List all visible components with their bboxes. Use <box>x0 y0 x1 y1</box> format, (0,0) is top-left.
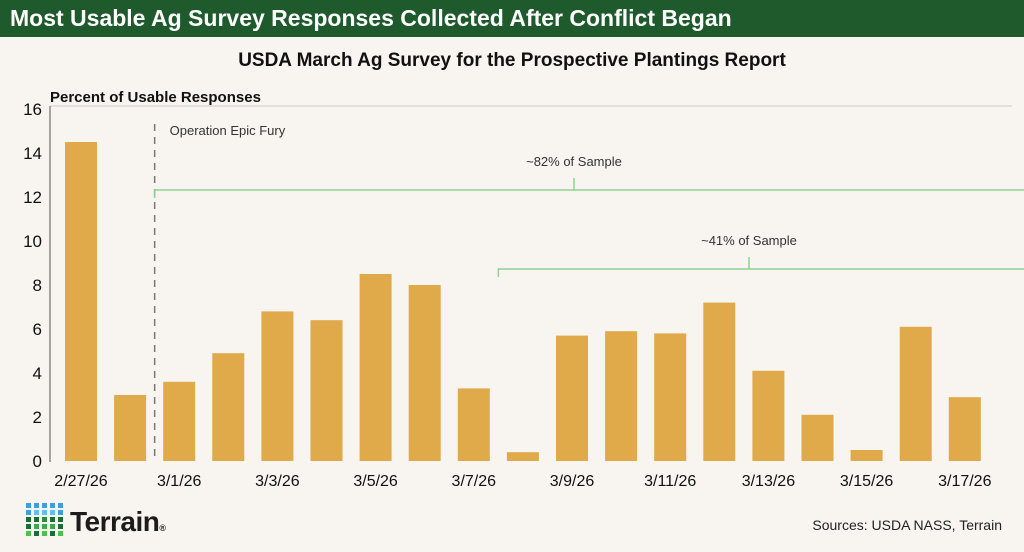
y-tick-label: 14 <box>23 144 42 163</box>
x-tick-label: 3/7/26 <box>452 473 497 490</box>
y-tick-label: 12 <box>23 188 42 207</box>
x-tick-label: 3/1/26 <box>157 473 202 490</box>
bar-3/16/26 <box>899 326 932 461</box>
y-tick-label: 16 <box>23 100 42 119</box>
bar-3/3/26 <box>261 311 294 461</box>
bar-3/1/26 <box>163 381 196 461</box>
sample-bracket-label: ~41% of Sample <box>701 233 797 248</box>
x-tick-label: 3/5/26 <box>353 473 398 490</box>
banner-title: Most Usable Ag Survey Responses Collecte… <box>0 0 1024 37</box>
chart-title: USDA March Ag Survey for the Prospective… <box>238 50 786 71</box>
sample-bracket-label: ~82% of Sample <box>526 154 622 169</box>
bar-3/13/26 <box>752 370 785 461</box>
terrain-logo: Terrain® <box>70 506 166 537</box>
bar-3/17/26 <box>948 397 981 461</box>
x-tick-label: 3/11/26 <box>644 473 696 490</box>
x-tick-label: 3/17/26 <box>938 473 991 490</box>
x-tick-label: 2/27/26 <box>54 473 107 490</box>
x-tick-label: 3/15/26 <box>840 473 893 490</box>
bar-3/10/26 <box>605 331 638 461</box>
y-tick-label: 0 <box>33 452 42 471</box>
y-tick-label: 6 <box>33 320 42 339</box>
y-tick-label: 10 <box>23 232 42 251</box>
bar-3/15/26 <box>850 450 883 461</box>
bar-3/12/26 <box>703 302 736 461</box>
bar-2/27/26 <box>65 142 97 461</box>
y-tick-label: 2 <box>33 408 42 427</box>
y-tick-label: 4 <box>33 364 42 383</box>
sample-bracket <box>497 257 1024 277</box>
bar-2/28/26 <box>114 395 147 461</box>
x-tick-label: 3/9/26 <box>550 473 595 490</box>
x-tick-label: 3/13/26 <box>742 473 795 490</box>
sources-note: Sources: USDA NASS, Terrain <box>812 517 1002 533</box>
bar-3/11/26 <box>654 333 687 461</box>
bar-3/2/26 <box>212 353 245 461</box>
bar-3/14/26 <box>801 414 834 461</box>
y-tick-label: 8 <box>33 276 42 295</box>
sample-bracket <box>153 178 1024 198</box>
bar-3/9/26 <box>556 335 588 461</box>
bar-3/7/26 <box>457 388 490 461</box>
bar-3/8/26 <box>506 452 539 461</box>
bar-3/6/26 <box>408 285 441 461</box>
bar-3/5/26 <box>359 274 392 461</box>
bar-3/4/26 <box>310 320 343 461</box>
x-tick-label: 3/3/26 <box>255 473 300 490</box>
conflict-label: Operation Epic Fury <box>170 123 286 138</box>
y-axis-label: Percent of Usable Responses <box>50 89 261 106</box>
